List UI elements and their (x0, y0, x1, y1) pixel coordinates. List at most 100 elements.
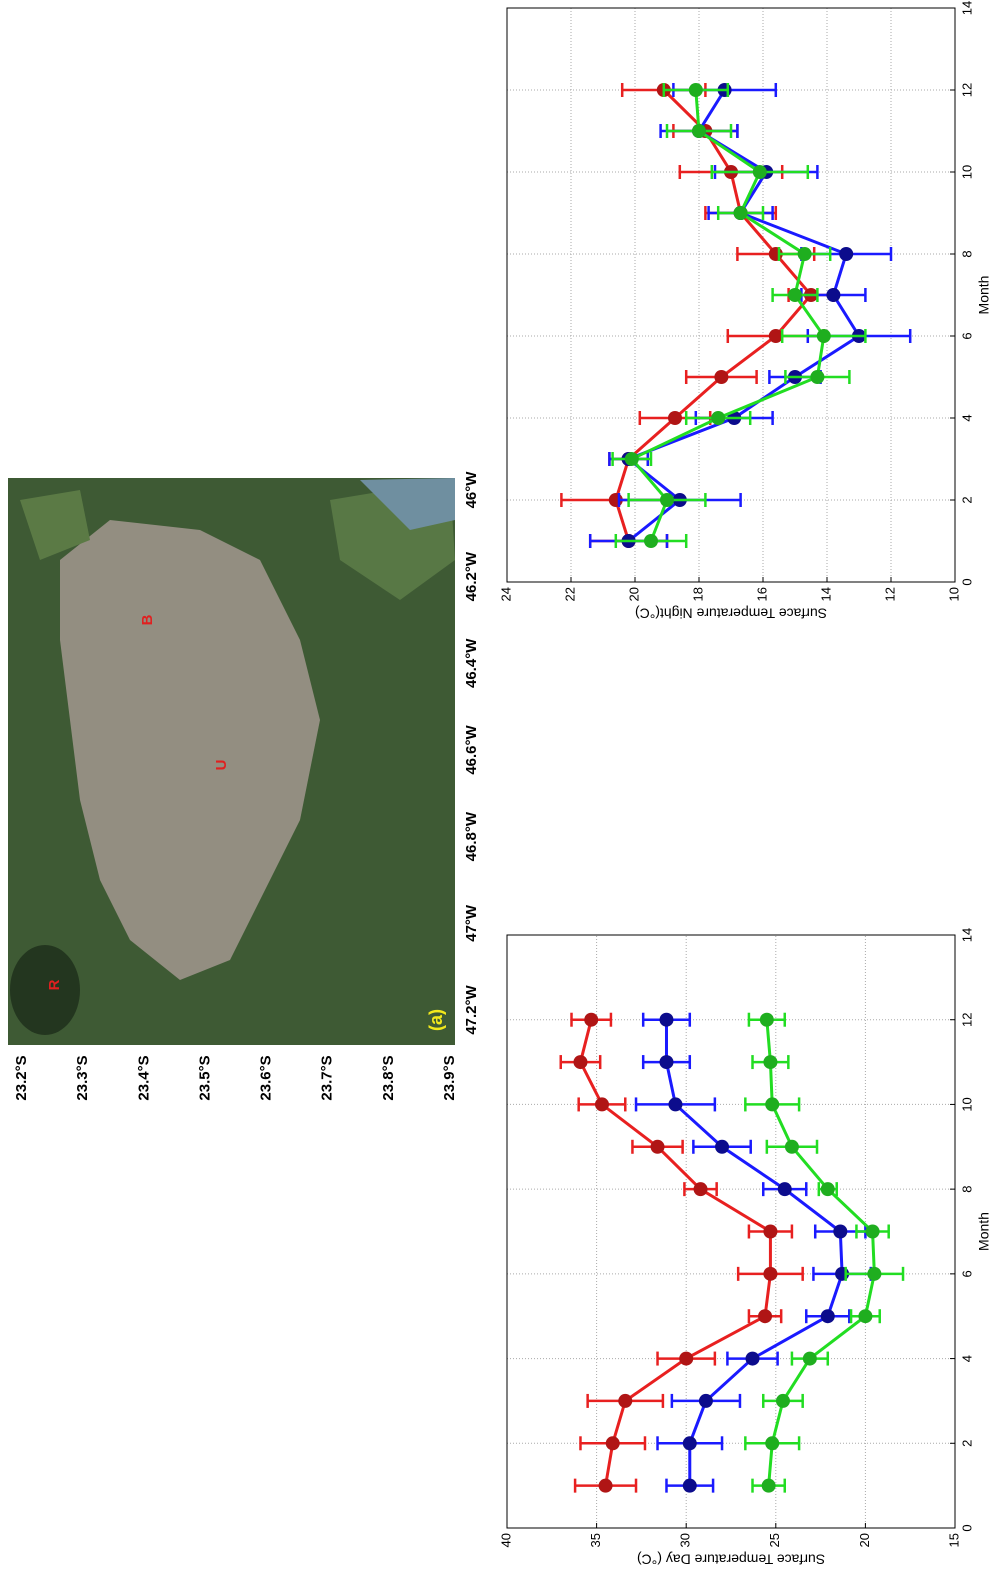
x-tick-label: 6 (959, 1270, 974, 1277)
data-point (679, 1351, 694, 1366)
latitude-label: 23.3°S (74, 1055, 91, 1100)
x-tick-label: 0 (959, 1524, 974, 1531)
y-tick-label: 12 (882, 587, 897, 601)
site-marker: B (139, 614, 156, 625)
x-tick-label: 0 (959, 578, 974, 585)
longitude-label: 47°W (463, 904, 480, 942)
y-tick-label: 10 (946, 587, 961, 601)
data-point (714, 370, 729, 384)
data-point (573, 1055, 588, 1070)
data-point (618, 1393, 633, 1408)
longitude-label: 46.4°W (463, 638, 480, 688)
data-point (858, 1309, 873, 1324)
series-line (614, 88, 813, 542)
data-point (598, 1478, 613, 1493)
data-point (820, 1309, 835, 1324)
data-point (763, 1224, 778, 1239)
x-tick-label: 2 (959, 496, 974, 503)
data-point (682, 1478, 697, 1493)
data-point (765, 1097, 780, 1112)
longitude-label: 47.2°W (463, 984, 480, 1034)
latitude-label: 23.6°S (258, 1055, 275, 1100)
data-point (688, 83, 703, 97)
map-labels: 23.2°S 23.3°S 23.4°S 23.5°S 23.6°S 23.7°S 23.8… (13, 471, 480, 1101)
y-tick-label: 16 (754, 587, 769, 601)
data-point (715, 1139, 730, 1154)
data-point (802, 1351, 817, 1366)
y-tick-label: 25 (767, 1533, 782, 1547)
y-tick-label: 24 (498, 587, 513, 601)
y-tick-label: 35 (588, 1533, 603, 1547)
y-tick-label: 20 (626, 587, 641, 601)
x-tick-label: 8 (959, 1186, 974, 1193)
data-point (584, 1012, 599, 1027)
data-point (659, 1012, 674, 1027)
x-tick-label: 10 (959, 165, 974, 179)
latitude-label: 23.4°S (135, 1055, 152, 1100)
data-point (820, 1182, 835, 1197)
longitude-label: 46.2°W (463, 551, 480, 601)
data-point (777, 1182, 792, 1197)
coast (360, 478, 455, 530)
x-tick-label: 4 (959, 414, 974, 421)
data-point (698, 1393, 713, 1408)
satellite-map (8, 478, 455, 1045)
data-point (865, 1224, 880, 1239)
series-line (625, 89, 862, 543)
series-line (629, 89, 826, 542)
data-point (594, 1097, 609, 1112)
data-point (745, 1351, 760, 1366)
data-point (682, 1436, 697, 1451)
data-point (784, 1139, 799, 1154)
x-axis-label: Month (976, 276, 992, 315)
y-axis-label: Surface Temperature Night(°C) (635, 605, 827, 621)
forest (10, 945, 80, 1035)
data-point (733, 206, 748, 220)
plot-frame (506, 934, 956, 1529)
data-point (765, 1436, 780, 1451)
panel-label: (a) (426, 1009, 446, 1031)
data-point (759, 1012, 774, 1027)
data-point (624, 452, 639, 466)
y-tick-label: 30 (678, 1533, 693, 1547)
y-tick-label: 20 (857, 1533, 872, 1547)
data-point (659, 1055, 674, 1070)
chart: 0 2 4 6 8 10 12 14 15 20 25 30 35 40 Month Surface Temp… (498, 928, 991, 1568)
latitude-label: 23.7°S (319, 1055, 336, 1100)
x-tick-label: 14 (959, 1, 974, 15)
data-point (693, 1182, 708, 1197)
data-point (660, 493, 674, 507)
data-point (826, 288, 841, 302)
data-point (692, 124, 706, 138)
y-tick-label: 15 (946, 1533, 961, 1547)
chart: 024681012141012141618202224MonthSurface … (498, 1, 991, 622)
x-tick-label: 6 (959, 332, 974, 339)
data-point (650, 1139, 665, 1154)
y-tick-label: 18 (690, 587, 705, 601)
data-point (763, 1055, 778, 1070)
data-point (788, 288, 802, 302)
data-point (810, 370, 825, 384)
x-tick-label: 12 (959, 1012, 974, 1026)
site-marker: R (46, 979, 63, 990)
series-line (664, 1019, 844, 1486)
data-point (763, 1266, 778, 1281)
data-point (711, 411, 726, 425)
x-tick-label: 10 (959, 1097, 974, 1111)
data-point (816, 329, 831, 343)
y-tick-label: 22 (562, 587, 577, 601)
data-point (668, 411, 682, 425)
longitude-label: 46°W (463, 471, 480, 509)
x-tick-label: 14 (959, 928, 974, 942)
x-axis-label: Month (976, 1212, 992, 1251)
series-line (578, 1019, 772, 1486)
y-tick-label: 40 (498, 1533, 513, 1547)
data-point (797, 247, 812, 261)
y-tick-label: 14 (818, 587, 833, 601)
data-point (839, 247, 854, 261)
latitude-label: 23.8°S (380, 1055, 397, 1100)
latitude-label: 23.9°S (441, 1055, 458, 1100)
data-point (867, 1266, 882, 1281)
series-line (765, 1019, 876, 1486)
